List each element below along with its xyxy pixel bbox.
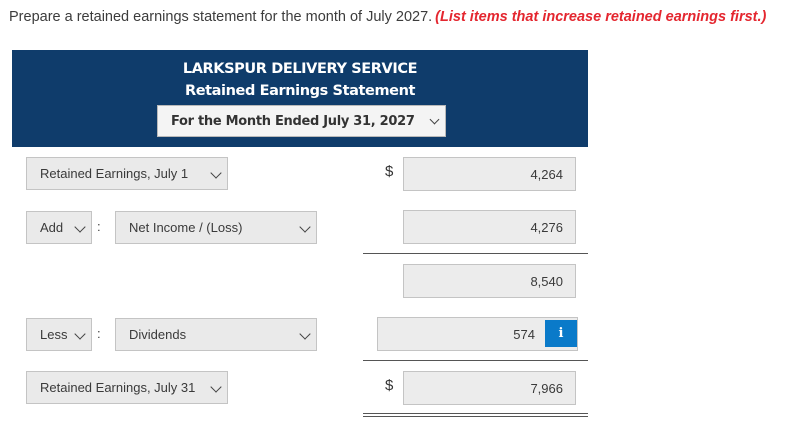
chevron-down-icon [74, 327, 86, 340]
instruction-text: Prepare a retained earnings statement fo… [9, 9, 766, 25]
chevron-down-icon [210, 166, 222, 179]
chevron-down-icon [210, 380, 222, 393]
add-operator-dropdown[interactable]: Add [26, 211, 92, 244]
dividends-amount: 574 [513, 326, 535, 342]
info-icon[interactable]: i [545, 320, 577, 347]
subtotal-amount-input[interactable]: 8,540 [403, 264, 576, 298]
statement-title: Retained Earnings Statement [184, 83, 416, 99]
company-name: LARKSPUR DELIVERY SERVICE [182, 61, 418, 77]
less-operator-label: Less [40, 327, 68, 342]
subtotal-rule [363, 253, 588, 254]
dividends-label: Dividends [129, 327, 187, 342]
beginning-balance-amount: 4,264 [530, 166, 563, 182]
net-income-label: Net Income / (Loss) [129, 220, 243, 235]
less-operator-dropdown[interactable]: Less [26, 318, 92, 351]
double-underline-top [363, 413, 588, 414]
period-dropdown-value: For the Month Ended July 31, 2027 [171, 113, 415, 129]
add-operator-label: Add [40, 220, 64, 235]
instruction-emphasis: (List items that increase retained earni… [435, 9, 767, 25]
chevron-down-icon [429, 114, 440, 125]
total-rule [363, 360, 588, 361]
net-income-dropdown[interactable]: Net Income / (Loss) [115, 211, 317, 244]
ending-balance-dropdown[interactable]: Retained Earnings, July 31 [26, 371, 228, 404]
colon-separator: : [97, 219, 101, 234]
statement-header: LARKSPUR DELIVERY SERVICE Retained Earni… [12, 50, 588, 147]
dividends-amount-input[interactable]: 574 [377, 317, 578, 351]
net-income-amount-input[interactable]: 4,276 [403, 210, 576, 244]
chevron-down-icon [74, 220, 86, 233]
period-dropdown[interactable]: For the Month Ended July 31, 2027 [157, 105, 446, 137]
double-underline-bottom [363, 416, 588, 417]
ending-balance-amount: 7,966 [530, 380, 563, 396]
currency-symbol: $ [385, 377, 394, 394]
beginning-balance-amount-input[interactable]: 4,264 [403, 157, 576, 191]
beginning-balance-label: Retained Earnings, July 1 [40, 166, 189, 181]
ending-balance-label: Retained Earnings, July 31 [40, 380, 196, 395]
net-income-amount: 4,276 [530, 219, 563, 235]
ending-balance-amount-input[interactable]: 7,966 [403, 371, 576, 405]
chevron-down-icon [299, 220, 311, 233]
colon-separator: : [97, 326, 101, 341]
subtotal-amount: 8,540 [530, 273, 563, 289]
dividends-dropdown[interactable]: Dividends [115, 318, 317, 351]
chevron-down-icon [299, 327, 311, 340]
instruction-main: Prepare a retained earnings statement fo… [9, 9, 433, 25]
beginning-balance-dropdown[interactable]: Retained Earnings, July 1 [26, 157, 228, 190]
currency-symbol: $ [385, 163, 394, 180]
